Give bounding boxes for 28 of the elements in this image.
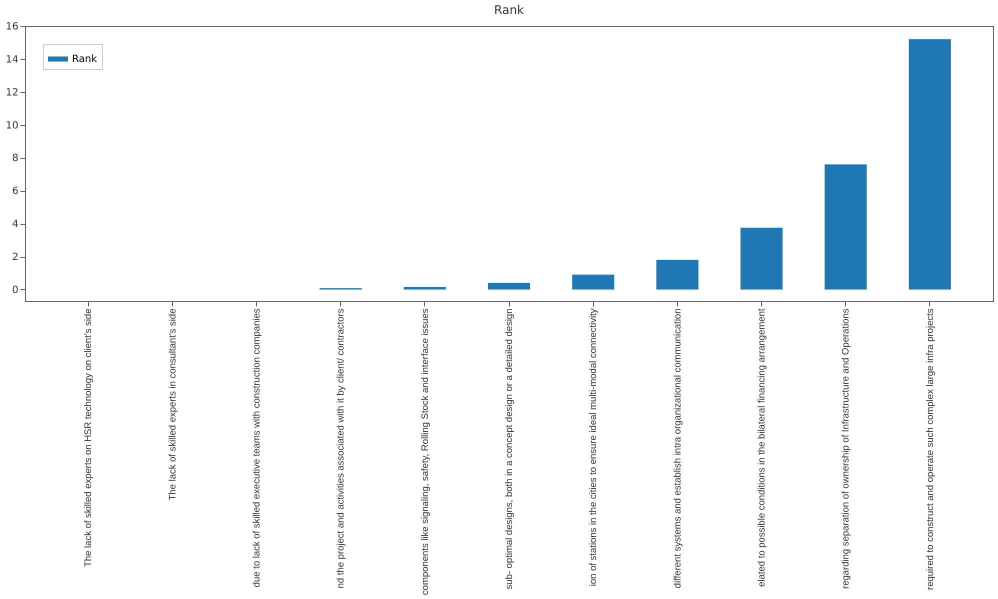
x-tick-label: due to lack of skilled executive teams with construction companies	[251, 308, 262, 588]
x-tick-label: different systems and establish intra organizational communication	[672, 308, 684, 588]
x-tick-label: elated to possible conditions in the bilateral financing arrangement	[756, 308, 768, 587]
bar	[572, 274, 614, 290]
y-tick-label: 14	[6, 54, 18, 66]
y-tick-label: 16	[6, 22, 18, 32]
y-tick-label: 6	[12, 186, 18, 198]
x-tick-label: required to construct and operate such complex large infra projects	[924, 308, 936, 590]
y-tick-label: 10	[6, 120, 18, 132]
bar	[908, 39, 951, 290]
bar	[824, 164, 867, 290]
x-tick-label: nd the project and activities associated with it by client/ contractors	[336, 308, 347, 588]
bar	[488, 282, 530, 290]
y-tick-label: 0	[12, 284, 18, 296]
legend-label: Rank	[72, 54, 98, 65]
x-tick-label: sub- optimal designs, both in a concept design or a detailed design	[504, 308, 515, 590]
y-tick-label: 8	[12, 153, 18, 164]
chart-title: Rank	[494, 3, 524, 17]
x-tick-label: The lack of skilled experts on HSR technology on client's side	[83, 308, 94, 567]
x-tick-label: The lack of skilled experts in consultant's side	[167, 308, 178, 500]
y-tick-label: 12	[6, 87, 18, 98]
x-tick-label: regarding separation of ownership of Infrastructure and Operations	[840, 308, 852, 589]
y-tick-label: 4	[12, 219, 18, 230]
y-tick-label: 2	[12, 252, 18, 264]
bar	[740, 228, 783, 290]
x-tick-label: ion of stations in the cities to ensure ideal multi-modal connectivity	[588, 308, 600, 586]
x-tick-label: components like signaling, safety, Rolling Stock and interface issues	[420, 308, 431, 596]
bar	[656, 260, 698, 290]
